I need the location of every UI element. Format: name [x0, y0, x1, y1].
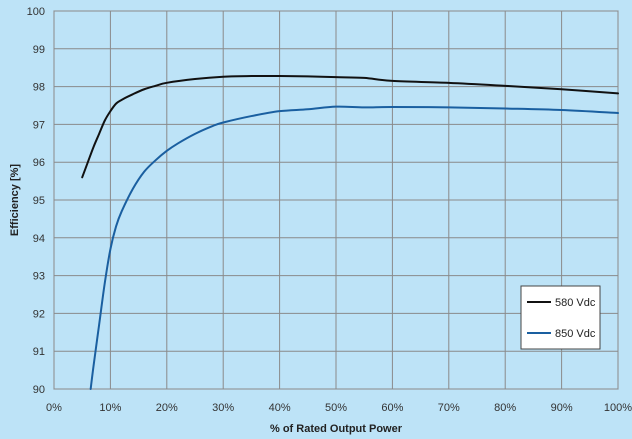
- x-tick-label: 10%: [99, 402, 121, 414]
- y-tick-label: 92: [33, 308, 45, 320]
- x-axis-ticks: 0% 10% 20% 30% 40% 50% 60% 70% 80% 90% 100%: [46, 402, 632, 414]
- x-tick-label: 100%: [604, 402, 632, 414]
- x-tick-label: 70%: [438, 402, 460, 414]
- x-tick-label: 60%: [381, 402, 403, 414]
- y-tick-label: 95: [33, 195, 45, 207]
- y-tick-label: 94: [33, 233, 45, 245]
- x-tick-label: 80%: [494, 402, 516, 414]
- y-tick-label: 98: [33, 82, 45, 94]
- x-axis-label: % of Rated Output Power: [270, 423, 403, 435]
- x-tick-label: 30%: [212, 402, 234, 414]
- y-tick-label: 100: [27, 6, 45, 18]
- y-axis-ticks: 90 91 92 93 94 95 96 97 98 99 100: [27, 6, 45, 396]
- x-tick-label: 0%: [46, 402, 62, 414]
- series-line-1: [89, 105, 619, 390]
- legend-box: [520, 285, 601, 350]
- legend-label-580: 580 Vdc: [555, 297, 596, 309]
- x-tick-label: 90%: [551, 402, 573, 414]
- y-tick-label: 90: [33, 384, 45, 396]
- x-tick-label: 40%: [269, 402, 291, 414]
- y-axis-label: Efficiency [%]: [9, 164, 21, 236]
- y-tick-label: 97: [33, 119, 45, 131]
- series-lines: [81, 74, 619, 390]
- y-tick-label: 93: [33, 271, 45, 283]
- x-tick-label: 20%: [156, 402, 178, 414]
- y-tick-label: 96: [33, 157, 45, 169]
- x-tick-label: 50%: [325, 402, 347, 414]
- legend-label-850: 850 Vdc: [555, 328, 596, 340]
- y-tick-label: 99: [33, 44, 45, 56]
- series-line-0: [81, 74, 619, 179]
- y-tick-label: 91: [33, 346, 45, 358]
- grid-lines: [53, 10, 619, 390]
- legend: 580 Vdc 850 Vdc: [520, 285, 601, 350]
